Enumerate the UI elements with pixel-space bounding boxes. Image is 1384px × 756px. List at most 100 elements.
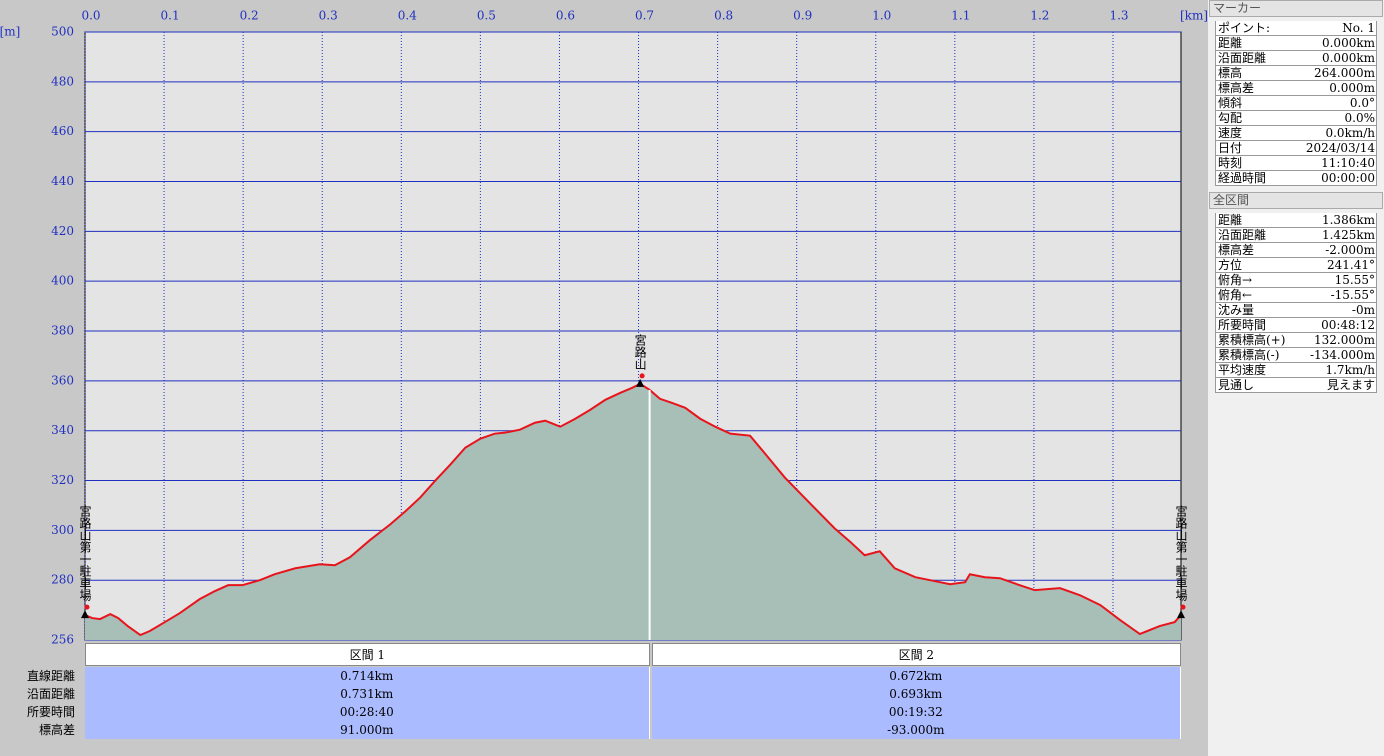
marker-label: 宮路山 — [633, 332, 647, 369]
section-value: 0.714km — [85, 667, 650, 685]
panel-label: 勾配 — [1215, 111, 1377, 126]
panel-value: 0.000km — [1321, 36, 1375, 50]
x-tick-label: 1.0 — [872, 9, 891, 23]
panel-value: -15.55° — [1330, 288, 1375, 302]
marker-label: 宮路山第一駐車場 — [78, 504, 92, 602]
x-tick-label: 0.0 — [81, 9, 100, 23]
panel-label: 標高差 — [1215, 81, 1377, 96]
panel-value: 15.55° — [1334, 273, 1375, 287]
y-tick-label: 280 — [51, 573, 74, 587]
elevation-area — [85, 383, 1181, 640]
y-tick-label: 420 — [51, 224, 74, 238]
panel-label: 距離 — [1215, 213, 1377, 228]
marker-icon — [1177, 610, 1185, 619]
panel-value: -2.000m — [1325, 243, 1375, 257]
x-tick-label: 0.5 — [477, 9, 496, 23]
panel-label: 見通し — [1215, 378, 1377, 393]
panel-label: 時刻 — [1215, 156, 1377, 171]
x-tick-label: 0.7 — [635, 9, 654, 23]
panel-value: 00:00:00 — [1321, 171, 1375, 185]
panel-label: 速度 — [1215, 126, 1377, 141]
panel-value: 1.425km — [1321, 228, 1375, 242]
panel-label: 累積標高(-) — [1215, 348, 1377, 363]
panel-label: 所要時間 — [1215, 318, 1377, 333]
x-tick-label: 1.1 — [951, 9, 970, 23]
marker-dot — [84, 604, 90, 610]
panel-value: 1.7km/h — [1325, 363, 1375, 377]
x-tick-label: 0.6 — [556, 9, 575, 23]
y-tick-label: 460 — [51, 124, 74, 138]
y-tick-label: 256 — [51, 633, 74, 647]
panel-value: 0.0% — [1344, 111, 1376, 125]
x-tick-label: 1.3 — [1109, 9, 1128, 23]
panel-label: 距離 — [1215, 36, 1377, 51]
y-tick-label: 340 — [51, 423, 74, 437]
y-tick-label: 440 — [51, 174, 74, 188]
y-tick-label: 380 — [51, 324, 74, 338]
panel-value: 1.386km — [1321, 213, 1375, 227]
panel-label: 沿面距離 — [1215, 51, 1377, 66]
panel-value: 2024/03/14 — [1305, 141, 1375, 155]
panel-title: 全区間 — [1209, 192, 1383, 209]
y-tick-label: 300 — [51, 523, 74, 537]
section-value: 00:19:32 — [651, 703, 1181, 721]
marker-icon — [81, 610, 89, 619]
panel-value: 241.41° — [1327, 258, 1375, 272]
panel-value: -0m — [1351, 303, 1375, 317]
section-value: 91.000m — [85, 721, 650, 739]
panel-label: ポイント: — [1215, 21, 1377, 36]
section-row-label: 沿面距離 — [26, 687, 75, 701]
section-value: 0.672km — [651, 667, 1181, 685]
x-tick-label: 0.4 — [398, 9, 417, 23]
section-header: 区間 2 — [651, 643, 1181, 666]
section-value: 00:28:40 — [85, 703, 650, 721]
panel-label: 平均速度 — [1215, 363, 1377, 378]
panel-label: 標高 — [1215, 66, 1377, 81]
panel-value: 0.000m — [1329, 81, 1375, 95]
x-tick-label: 0.8 — [714, 9, 733, 23]
x-unit: [km] — [1180, 9, 1208, 23]
y-tick-label: 360 — [51, 373, 74, 387]
panel-label: 沈み量 — [1215, 303, 1377, 318]
panel-value: 132.000m — [1313, 333, 1375, 347]
panel-value: 見えます — [1326, 378, 1375, 392]
panel-value: 0.000km — [1321, 51, 1375, 65]
panel-value: 264.000m — [1313, 66, 1375, 80]
y-tick-label: 500 — [51, 25, 74, 39]
x-tick-label: 0.9 — [793, 9, 812, 23]
y-tick-label: 320 — [51, 473, 74, 487]
panel-label: 累積標高(+) — [1215, 333, 1377, 348]
section-header: 区間 1 — [85, 643, 650, 666]
y-unit: [m] — [0, 25, 20, 39]
elevation-line — [84, 382, 1182, 637]
panel-label: 傾斜 — [1215, 96, 1377, 111]
section-value: 0.731km — [85, 685, 650, 703]
section-row-label: 直線距離 — [26, 669, 75, 683]
panel-title: マーカー — [1209, 0, 1383, 17]
panel-value: -134.000m — [1309, 348, 1375, 362]
panel-label: 俯角← — [1215, 288, 1377, 303]
panel-value: 0.0km/h — [1325, 126, 1375, 140]
panel-label: 日付 — [1215, 141, 1377, 156]
panel-label: 方位 — [1215, 258, 1377, 273]
panel-label: 経過時間 — [1215, 171, 1377, 186]
marker-dot — [639, 373, 645, 379]
section-row-label: 所要時間 — [26, 705, 75, 719]
marker-label: 宮路山第一駐車場 — [1174, 504, 1188, 602]
section-value: -93.000m — [651, 721, 1181, 739]
section-row-label: 標高差 — [38, 723, 75, 737]
y-tick-label: 400 — [51, 274, 74, 288]
panel-value: No. 1 — [1342, 21, 1375, 35]
section-value: 0.693km — [651, 685, 1181, 703]
x-tick-label: 0.1 — [161, 9, 180, 23]
panel-label: 俯角→ — [1215, 273, 1377, 288]
x-tick-label: 1.2 — [1030, 9, 1049, 23]
marker-dot — [1180, 604, 1186, 610]
x-tick-label: 0.3 — [319, 9, 338, 23]
y-tick-label: 480 — [51, 74, 74, 88]
panel-value: 0.0° — [1349, 96, 1375, 110]
marker-icon — [636, 378, 645, 387]
panel-value: 11:10:40 — [1321, 156, 1375, 170]
